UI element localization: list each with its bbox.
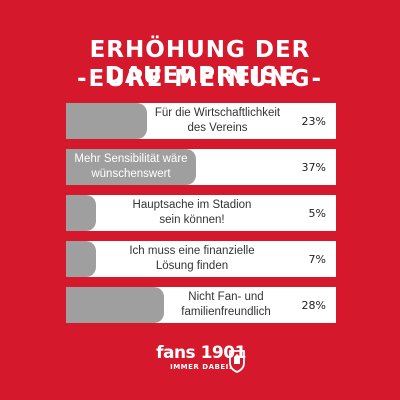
poll-option-percentage: 23% bbox=[301, 114, 326, 128]
poll-option-bar bbox=[66, 287, 164, 323]
poll-option-label: Für die Wirtschaftlichkeit des Vereins bbox=[154, 107, 281, 134]
poll-results-chart: Für die Wirtschaftlichkeit des Vereins 23… bbox=[66, 103, 336, 333]
poll-option-bar bbox=[66, 241, 96, 277]
poll-option-percentage: 7% bbox=[308, 252, 326, 266]
poll-option-percentage: 28% bbox=[301, 298, 326, 312]
poll-option-row: Für die Wirtschaftlichkeit des Vereins 23… bbox=[66, 103, 336, 139]
poll-option-row: Ich muss eine finanzielle Lösung finden 7… bbox=[66, 241, 336, 277]
logo-wordmark: fans 1901 bbox=[156, 343, 246, 363]
poll-option-percentage: 5% bbox=[308, 206, 326, 220]
poll-option-label: Mehr Sensibilität wäre wünschenswert bbox=[74, 153, 188, 180]
poll-option-row: Nicht Fan- und familienfreundlich 28% bbox=[66, 287, 336, 323]
poll-option-label: Ich muss eine finanzielle Lösung finden bbox=[129, 245, 255, 272]
poll-option-bar bbox=[66, 103, 147, 139]
logo-slogan: IMMER DABEI. bbox=[170, 363, 232, 371]
poll-option-bar bbox=[66, 149, 196, 185]
poll-option-label: Nicht Fan- und familienfreundlich bbox=[181, 291, 271, 318]
page-subtitle: -EURE MEINUNG- bbox=[76, 66, 324, 92]
club-crest-icon bbox=[229, 350, 245, 373]
poll-option-row: Hauptsache im Stadion sein können! 5% bbox=[66, 195, 336, 231]
poll-option-row: Mehr Sensibilität wäre wünschenswert 37% bbox=[66, 149, 336, 185]
poll-option-label: Hauptsache im Stadion sein können! bbox=[132, 199, 252, 226]
poll-option-percentage: 37% bbox=[301, 160, 326, 174]
poll-option-bar bbox=[66, 195, 96, 231]
page-title: ERHÖHUNG DER DAUERPREISE bbox=[89, 37, 311, 89]
fans-1901-logo: fans 1901 IMMER DABEI. bbox=[156, 345, 246, 395]
